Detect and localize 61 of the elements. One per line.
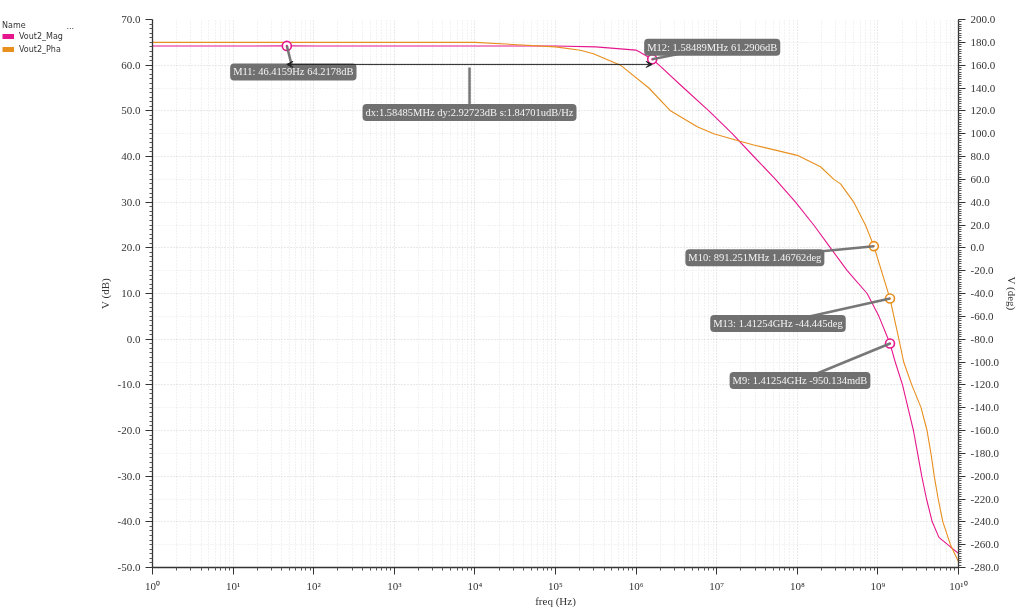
y-tick-label: 0.0 (126, 332, 141, 345)
y-tick-label: 50.0 (121, 104, 141, 117)
y-tick-label: -40.0 (117, 515, 141, 528)
annotation: M9: 1.41254GHz -950.134mdB (732, 375, 868, 387)
x-tick-label: 10⁸ (789, 579, 805, 592)
y-axis-title: V (dB) (98, 277, 112, 309)
y2-tick-label: 80.0 (970, 150, 991, 162)
y-tick-label: 60.0 (121, 58, 141, 71)
x-tick-label: 10⁶ (628, 579, 644, 592)
y2-tick-label: 100.0 (970, 127, 996, 140)
x-tick-label: 10³ (387, 579, 403, 592)
annotation: M12: 1.58489MHz 61.2906dB (647, 41, 778, 53)
y2-tick-label: -40.0 (970, 287, 994, 299)
y-tick-label: 40.0 (121, 150, 141, 162)
y-tick-label: -10.0 (117, 378, 141, 391)
legend-title: Name (2, 21, 27, 30)
y2-tick-label: 180.0 (970, 35, 996, 48)
y-tick-label: 70.0 (121, 13, 141, 25)
x-tick-label: 10⁷ (709, 579, 725, 592)
y2-tick-label: -80.0 (970, 332, 994, 345)
y2-tick-label: -20.0 (970, 264, 994, 277)
y2-tick-label: -180.0 (970, 446, 1000, 459)
y2-tick-label: -120.0 (970, 378, 1000, 391)
x-tick-label: 10⁵ (548, 579, 564, 592)
annotation: M11: 46.4159Hz 64.2178dB (233, 66, 354, 78)
y2-tick-label: -160.0 (970, 424, 1000, 436)
y2-tick-label: -280.0 (970, 561, 1000, 573)
x-axis-title: freq (Hz) (535, 594, 577, 608)
y2-tick-label: -100.0 (970, 355, 1000, 368)
y2-tick-label: 160.0 (970, 58, 996, 71)
y2-tick-label: 60.0 (970, 172, 991, 185)
y-tick-label: 30.0 (121, 195, 141, 208)
text: ... (66, 22, 75, 31)
y2-axis-title: V (deg) (1004, 276, 1018, 311)
legend-label: Vout2_Pha (19, 44, 61, 54)
x-tick-label: 10¹ (225, 579, 241, 592)
y2-tick-label: 0.0 (970, 241, 985, 254)
y2-tick-label: -140.0 (970, 401, 1000, 414)
annotation: M13: 1.41254GHz -44.445deg (713, 318, 844, 330)
y-tick-label: 20.0 (121, 241, 141, 254)
y-tick-label: -20.0 (117, 424, 141, 436)
legend-label: Vout2_Mag (19, 31, 63, 41)
x-tick-label: 10² (306, 579, 322, 592)
y-tick-label: -30.0 (117, 469, 141, 482)
x-tick-label: 10¹⁰ (949, 579, 968, 592)
annotation: dx:1.58485MHz dy:2.92723dB s:1.84701udB/Hz (365, 106, 574, 118)
y2-tick-label: -220.0 (970, 492, 1000, 505)
y2-tick-label: -200.0 (970, 469, 1000, 482)
x-tick-label: 10⁴ (467, 579, 483, 592)
y2-tick-label: 140.0 (970, 81, 996, 94)
y2-tick-label: 20.0 (970, 218, 991, 231)
y-tick-label: -50.0 (117, 561, 141, 573)
y2-tick-label: -240.0 (970, 515, 1000, 528)
y2-tick-label: 200.0 (970, 13, 996, 25)
y-tick-label: 10.0 (121, 287, 141, 299)
y2-tick-label: -260.0 (970, 538, 1000, 551)
x-tick-label: 10⁹ (870, 579, 886, 592)
y2-tick-label: 40.0 (970, 195, 991, 208)
y2-tick-label: -60.0 (970, 309, 994, 322)
y2-tick-label: 120.0 (970, 104, 996, 117)
x-tick-label: 10⁰ (145, 579, 160, 592)
